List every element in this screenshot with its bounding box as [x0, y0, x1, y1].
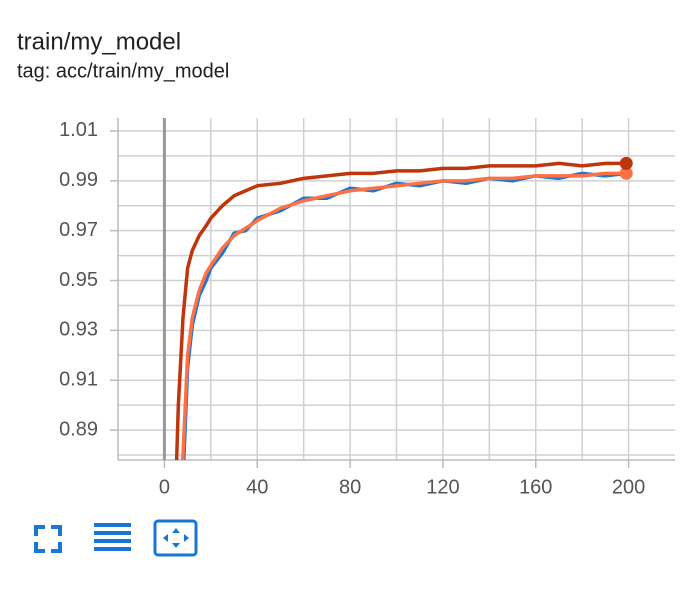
- series-line: [182, 171, 627, 460]
- series-line: [180, 171, 627, 460]
- fit-domain-button[interactable]: [153, 519, 198, 557]
- y-tick-label: 1.01: [59, 119, 98, 141]
- y-tick-label: 0.89: [59, 418, 98, 440]
- fullscreen-button[interactable]: [34, 525, 62, 553]
- chart-title: train/my_model: [17, 28, 181, 55]
- x-tick-label: 40: [246, 476, 268, 498]
- series-line: [174, 161, 627, 460]
- y-tick-label: 0.91: [59, 369, 98, 391]
- y-tick-label: 0.97: [59, 219, 98, 241]
- y-tick-label: 0.95: [59, 269, 98, 291]
- x-tick-label: 200: [612, 476, 645, 498]
- tick-labels: 0.89 0.91 0.93 0.95 0.97 0.99 1.01 0 40 80 120 160 2…: [59, 119, 645, 498]
- y-tick-label: 0.99: [59, 169, 98, 191]
- x-tick-label: 120: [426, 476, 459, 498]
- toggle-log-button[interactable]: [94, 523, 131, 551]
- last-point: [619, 156, 633, 170]
- x-tick-label: 80: [339, 476, 361, 498]
- grid: [110, 118, 675, 468]
- y-tick-label: 0.93: [59, 319, 98, 341]
- x-tick-label: 160: [519, 476, 552, 498]
- last-point: [619, 166, 633, 180]
- plot-lines: [174, 156, 633, 460]
- chart-subtitle: tag: acc/train/my_model: [17, 60, 229, 82]
- x-tick-label: 0: [159, 476, 170, 498]
